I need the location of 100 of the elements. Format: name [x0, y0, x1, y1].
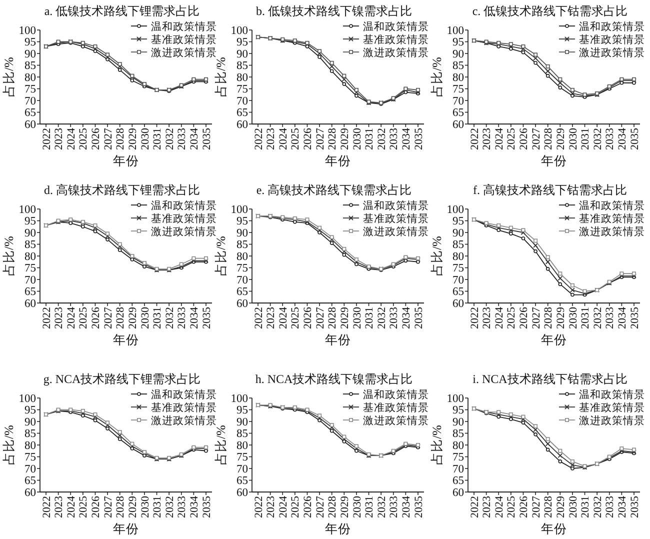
- y-tick-label: 65: [24, 107, 36, 120]
- chart-title: a. 低镍技术路线下锂需求占比: [44, 4, 200, 18]
- y-tick-label: 70: [452, 463, 464, 476]
- y-tick-label: 95: [24, 404, 36, 417]
- x-tick-label: 2027: [102, 306, 114, 329]
- x-tick-label: 2034: [400, 306, 412, 329]
- legend-label: 温和政策情景: [579, 198, 645, 212]
- y-tick-label: 100: [18, 204, 36, 216]
- x-tick-label: 2034: [616, 306, 628, 329]
- y-tick-label: 95: [24, 36, 36, 49]
- x-tick-label: 2029: [126, 306, 139, 329]
- y-tick-label: 75: [452, 262, 464, 275]
- chart-title: c. 低镍技术路线下钴需求占比: [472, 4, 628, 18]
- x-tick-label: 2033: [176, 306, 188, 329]
- x-tick-label: 2034: [616, 128, 628, 150]
- chart-title: i. NCA技术路线下钴需求占比: [472, 372, 628, 386]
- legend-label: 基准政策情景: [151, 32, 217, 46]
- x-tick-label: 2028: [326, 306, 339, 329]
- y-tick-label: 95: [24, 216, 36, 228]
- y-tick-label: 70: [24, 95, 36, 108]
- y-tick-label: 80: [24, 250, 36, 263]
- y-tick-label: 95: [452, 216, 464, 228]
- x-tick-label: 2023: [481, 306, 494, 329]
- x-tick-label: 2028: [326, 496, 339, 518]
- legend-label: 基准政策情景: [151, 400, 217, 414]
- x-tick-label: 2022: [40, 307, 53, 329]
- y-tick-label: 65: [452, 107, 464, 120]
- y-axis-title: 占比/%: [214, 425, 228, 465]
- x-tick-label: 2034: [188, 306, 200, 329]
- y-axis-title: 占比/%: [214, 236, 228, 276]
- x-tick-label: 2023: [265, 128, 278, 150]
- x-axis-title: 年份: [325, 333, 351, 347]
- y-tick-label: 60: [236, 486, 248, 499]
- x-tick-label: 2025: [506, 496, 518, 518]
- legend-label: 激进政策情景: [151, 224, 217, 238]
- x-tick-label: 2031: [152, 496, 164, 518]
- y-tick-label: 65: [24, 286, 36, 298]
- y-tick-label: 70: [452, 95, 464, 108]
- y-tick-label: 90: [452, 48, 464, 60]
- y-tick-label: 95: [452, 36, 464, 49]
- x-tick-label: 2035: [200, 128, 213, 150]
- x-tick-label: 2029: [126, 496, 139, 518]
- x-tick-label: 2031: [580, 307, 592, 329]
- x-tick-label: 2029: [338, 128, 351, 150]
- x-axis-title: 年份: [325, 154, 351, 168]
- y-tick-label: 70: [24, 463, 36, 476]
- y-tick-label: 70: [236, 95, 248, 108]
- x-tick-label: 2032: [592, 307, 604, 329]
- y-tick-label: 100: [18, 24, 36, 37]
- x-tick-label: 2035: [628, 306, 641, 329]
- x-tick-label: 2028: [542, 128, 555, 150]
- x-tick-label: 2022: [468, 496, 481, 518]
- legend-label: 激进政策情景: [363, 46, 429, 59]
- legend-label: 基准政策情景: [579, 32, 645, 46]
- x-tick-label: 2024: [277, 128, 290, 150]
- x-tick-label: 2034: [188, 128, 200, 150]
- y-tick-label: 60: [24, 118, 36, 131]
- y-tick-label: 95: [236, 36, 248, 49]
- x-tick-label: 2023: [481, 128, 494, 150]
- x-tick-label: 2032: [376, 496, 388, 518]
- x-tick-label: 2035: [200, 306, 213, 329]
- x-tick-label: 2024: [65, 496, 78, 518]
- x-tick-label: 2031: [152, 128, 164, 150]
- y-tick-label: 90: [24, 227, 36, 240]
- x-tick-label: 2025: [78, 128, 90, 150]
- legend-label: 基准政策情景: [363, 400, 429, 414]
- x-tick-label: 2032: [164, 128, 176, 150]
- x-tick-label: 2023: [53, 306, 66, 329]
- chart-title: d. 高镍技术路线下锂需求占比: [44, 183, 200, 197]
- x-tick-label: 2023: [265, 496, 278, 518]
- x-tick-label: 2025: [506, 306, 518, 329]
- x-tick-label: 2026: [518, 128, 530, 150]
- x-tick-label: 2027: [102, 128, 114, 150]
- y-tick-label: 90: [236, 227, 248, 240]
- legend-label: 激进政策情景: [363, 414, 429, 427]
- x-tick-label: 2033: [176, 128, 188, 150]
- legend-label: 激进政策情景: [363, 224, 429, 238]
- x-tick-label: 2031: [580, 496, 592, 518]
- y-tick-label: 100: [230, 24, 248, 37]
- chart-title: e. 高镍技术路线下镍需求占比: [256, 183, 412, 197]
- x-axis-title: 年份: [113, 333, 139, 347]
- chart-title: g. NCA技术路线下锂需求占比: [43, 372, 201, 386]
- legend-label: 激进政策情景: [151, 46, 217, 59]
- x-tick-label: 2026: [518, 306, 530, 329]
- y-axis-title: 占比/%: [2, 57, 16, 97]
- x-tick-label: 2032: [164, 496, 176, 518]
- x-tick-label: 2022: [40, 128, 53, 150]
- x-tick-label: 2034: [188, 496, 200, 518]
- y-tick-label: 80: [452, 250, 464, 263]
- x-tick-label: 2035: [412, 496, 425, 518]
- y-tick-label: 65: [236, 107, 248, 120]
- x-tick-label: 2030: [139, 496, 152, 518]
- x-tick-label: 2023: [481, 496, 494, 518]
- x-tick-label: 2030: [351, 306, 364, 329]
- x-tick-label: 2022: [468, 307, 481, 329]
- y-tick-label: 60: [452, 298, 464, 310]
- x-tick-label: 2029: [554, 496, 567, 518]
- x-tick-label: 2025: [78, 306, 90, 329]
- x-tick-label: 2033: [176, 496, 188, 518]
- x-tick-label: 2031: [364, 307, 376, 329]
